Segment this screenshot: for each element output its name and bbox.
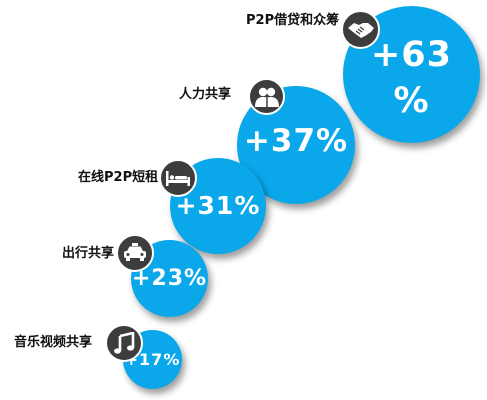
label-rental: 在线P2P短租 <box>78 170 159 185</box>
label-mobility: 出行共享 <box>62 246 115 261</box>
bubble-value-mobility: +23% <box>131 266 208 291</box>
people-icon <box>248 78 285 115</box>
handshake-icon <box>341 10 380 49</box>
label-media: 音乐视频共享 <box>14 335 93 350</box>
bubble-rental: +31% <box>170 158 266 254</box>
bubble-value-p2p-lending: +63 <box>370 35 453 75</box>
label-labor: 人力共享 <box>179 87 232 102</box>
music-icon <box>105 324 143 362</box>
bubble-value-rental: +31% <box>175 191 261 220</box>
taxi-icon <box>116 234 154 272</box>
bubble-value-labor: +37% <box>243 123 349 159</box>
bed-icon <box>159 159 197 197</box>
bubble-value-media: +17% <box>124 350 181 369</box>
bubble-p2p-lending: +63 % <box>343 6 480 143</box>
bubble-value-p2p-lending-percent: % <box>393 81 430 121</box>
label-p2p-lending: P2P借贷和众筹 <box>246 13 340 28</box>
